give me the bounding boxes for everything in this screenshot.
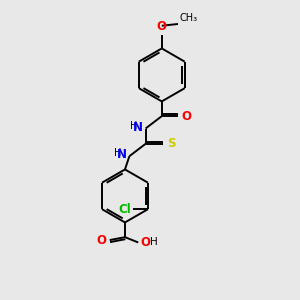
Text: O: O [97,234,107,247]
Text: H: H [150,238,158,248]
Text: S: S [167,137,175,150]
Text: N: N [133,121,143,134]
Text: Cl: Cl [118,203,131,216]
Text: O: O [140,236,150,249]
Text: H: H [130,121,138,130]
Text: CH₃: CH₃ [179,13,198,22]
Text: N: N [117,148,127,161]
Text: O: O [157,20,167,33]
Text: H: H [114,148,122,158]
Text: O: O [182,110,191,123]
